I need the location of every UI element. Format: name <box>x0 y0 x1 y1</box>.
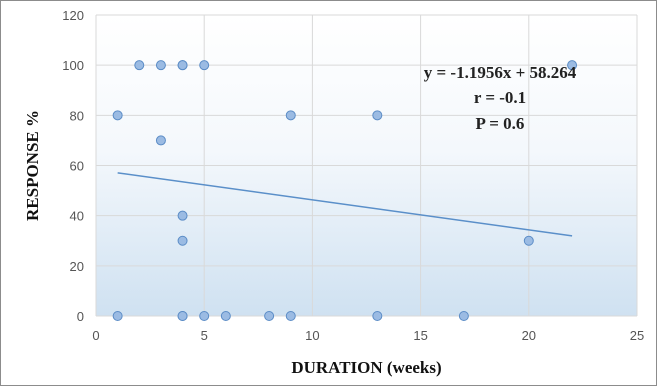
data-point <box>177 60 188 71</box>
data-point <box>567 60 578 71</box>
data-point <box>177 311 188 321</box>
data-point <box>523 235 534 246</box>
y-tick-label: 100 <box>62 58 84 73</box>
regression-equation: y = -1.1956x + 58.264 <box>424 63 577 82</box>
data-point <box>199 60 210 71</box>
y-axis-title: RESPONSE % <box>23 110 42 221</box>
y-tick-label: 120 <box>62 8 84 23</box>
y-tick-label: 20 <box>70 259 84 274</box>
data-point <box>155 135 166 146</box>
data-points <box>112 60 578 321</box>
data-point <box>285 311 296 321</box>
data-point <box>134 60 145 71</box>
x-tick-label: 20 <box>522 328 536 343</box>
x-axis-title: DURATION (weeks) <box>291 358 441 377</box>
x-tick-label: 15 <box>413 328 427 343</box>
data-point <box>177 210 188 221</box>
data-point <box>285 110 296 121</box>
x-tick-label: 10 <box>305 328 319 343</box>
data-point <box>112 110 123 121</box>
x-tick-label: 5 <box>201 328 208 343</box>
data-point <box>112 311 123 321</box>
data-point <box>199 311 210 321</box>
correlation-r: r = -0.1 <box>474 88 526 107</box>
data-point <box>177 235 188 246</box>
y-tick-label: 80 <box>70 108 84 123</box>
data-point <box>372 110 383 121</box>
data-point <box>220 311 231 321</box>
x-tick-label: 25 <box>630 328 644 343</box>
data-point <box>372 311 383 321</box>
trendline <box>117 172 573 237</box>
tick-labels: 0 20 40 60 80 100 120 0 5 10 15 20 25 <box>62 8 644 343</box>
y-tick-label: 60 <box>70 159 84 174</box>
y-tick-label: 0 <box>77 309 84 324</box>
data-point <box>264 311 275 321</box>
data-point <box>458 311 469 321</box>
x-tick-label: 0 <box>92 328 99 343</box>
p-value: P = 0.6 <box>476 114 525 133</box>
y-tick-label: 40 <box>70 209 84 224</box>
data-point <box>155 60 166 71</box>
